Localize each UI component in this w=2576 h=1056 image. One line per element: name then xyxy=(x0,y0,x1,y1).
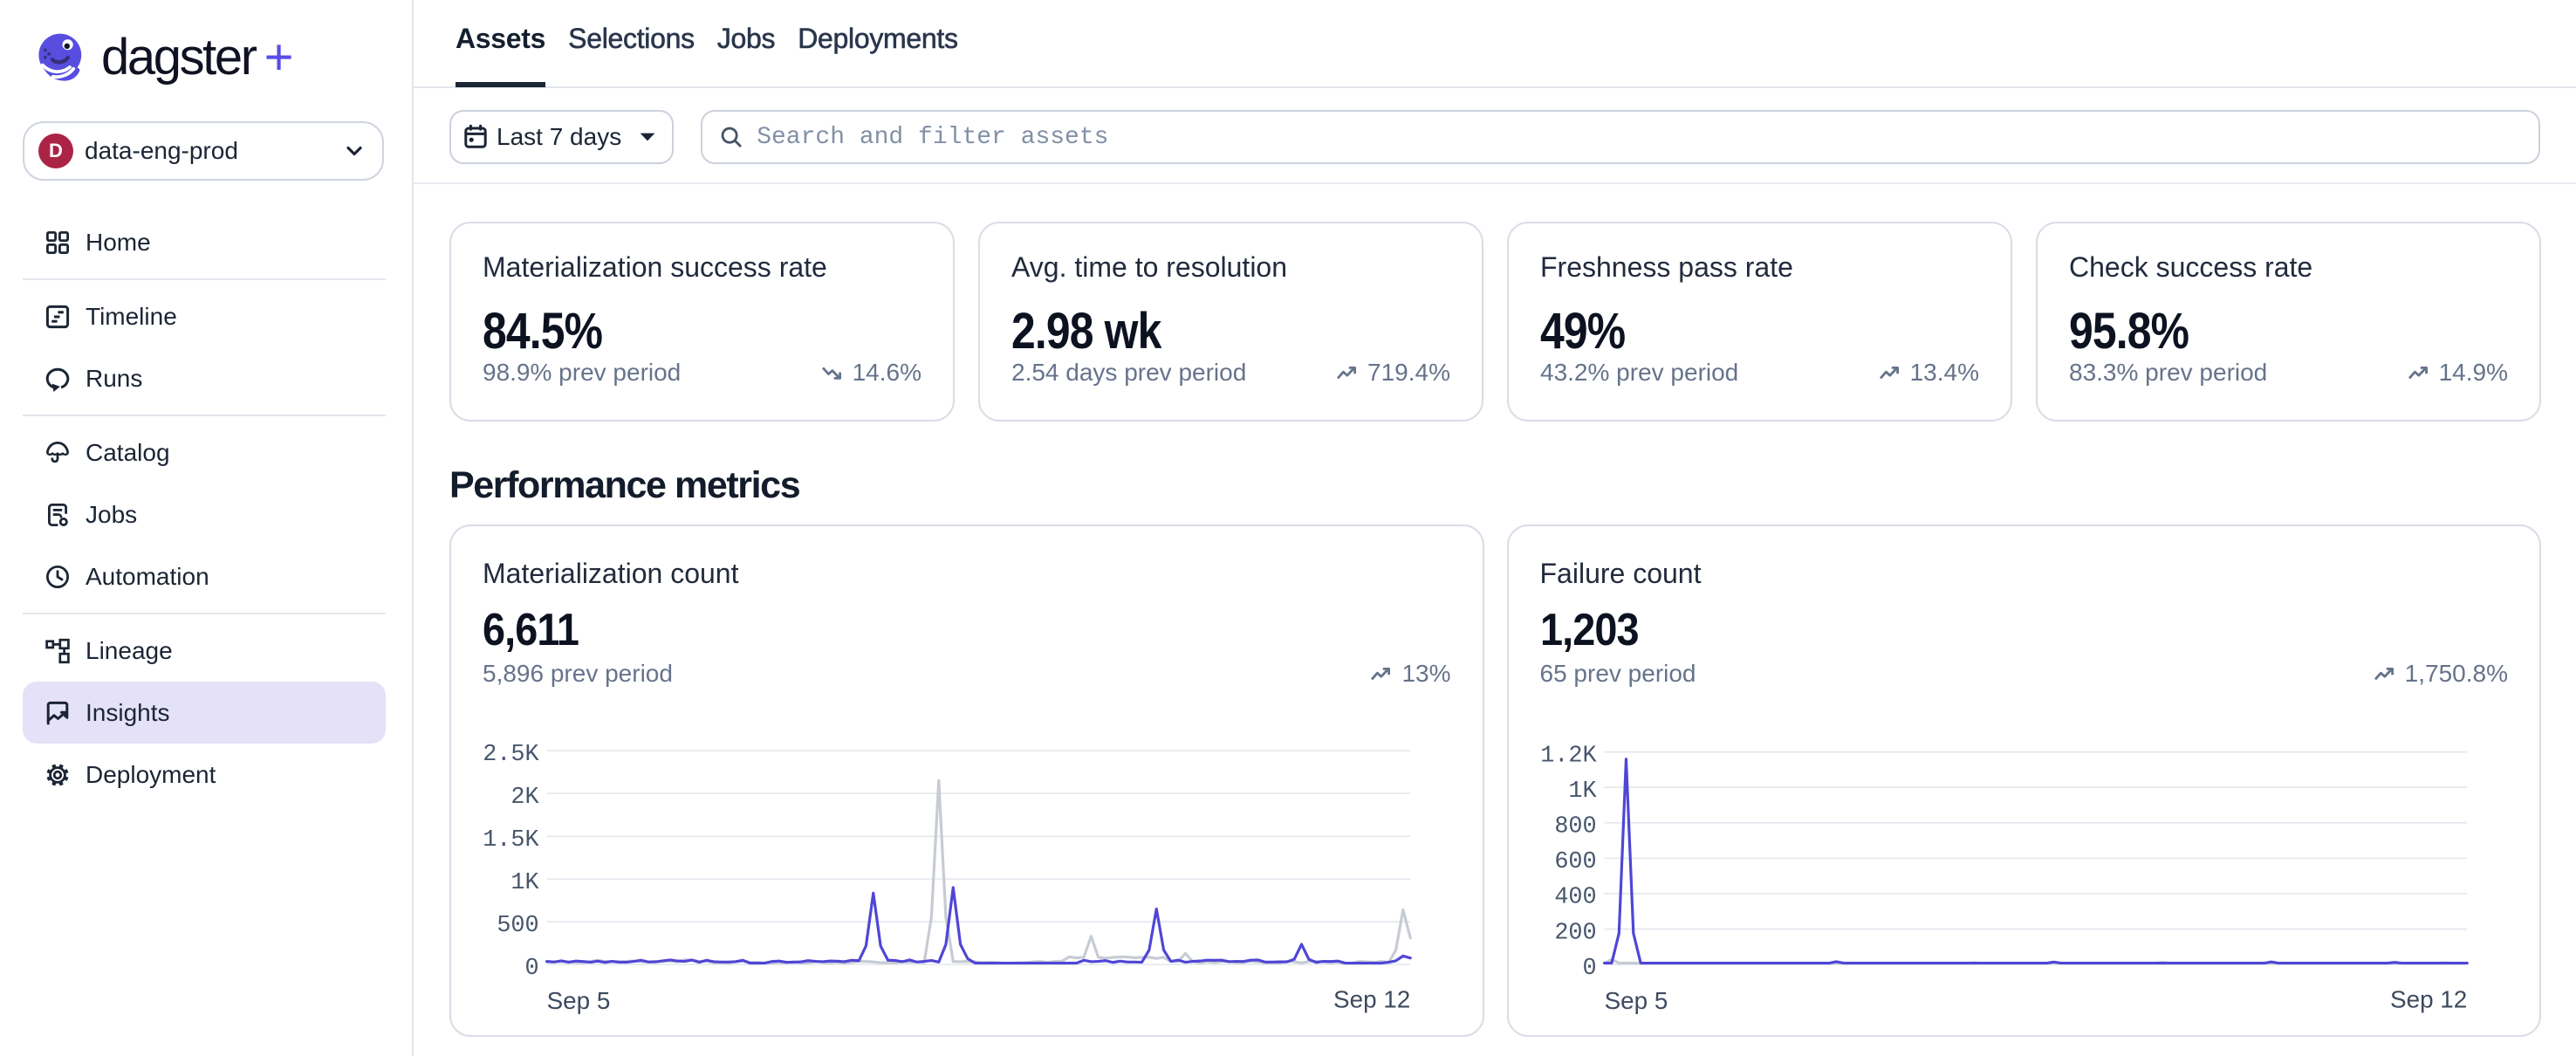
svg-text:2K: 2K xyxy=(510,785,539,811)
svg-text:1K: 1K xyxy=(1568,778,1597,805)
svg-text:200: 200 xyxy=(1554,920,1596,946)
svg-text:2.5K: 2.5K xyxy=(483,742,539,768)
svg-text:0: 0 xyxy=(525,956,539,982)
svg-text:1.2K: 1.2K xyxy=(1540,743,1597,769)
svg-text:400: 400 xyxy=(1554,885,1596,911)
svg-text:1K: 1K xyxy=(510,870,539,896)
svg-text:0: 0 xyxy=(1582,956,1596,982)
svg-text:Sep 5: Sep 5 xyxy=(1604,987,1668,1014)
svg-text:500: 500 xyxy=(497,913,538,939)
svg-text:1.5K: 1.5K xyxy=(483,827,539,854)
svg-text:600: 600 xyxy=(1554,849,1596,875)
svg-text:Sep 5: Sep 5 xyxy=(547,987,611,1014)
svg-text:800: 800 xyxy=(1554,814,1596,840)
svg-text:Sep 12: Sep 12 xyxy=(1333,985,1410,1012)
svg-text:Sep 12: Sep 12 xyxy=(2390,985,2467,1012)
